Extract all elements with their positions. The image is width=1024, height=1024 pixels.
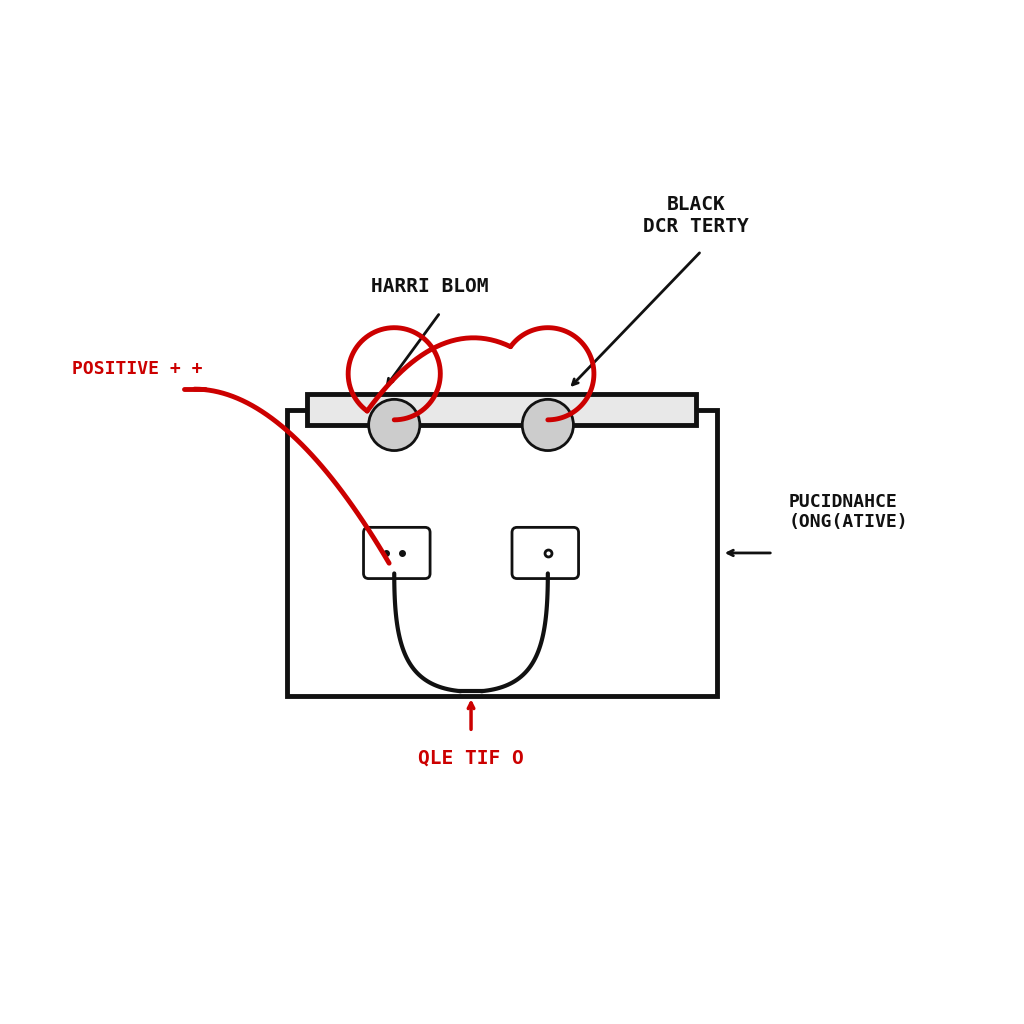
Bar — [307, 394, 696, 425]
FancyBboxPatch shape — [364, 527, 430, 579]
FancyBboxPatch shape — [512, 527, 579, 579]
Text: HARRI BLOM: HARRI BLOM — [372, 278, 488, 296]
Bar — [287, 410, 717, 696]
Text: BLACK
DCR TERTY: BLACK DCR TERTY — [643, 195, 750, 236]
Circle shape — [522, 399, 573, 451]
Text: PUCIDNAHCE
(ONG(ATIVE): PUCIDNAHCE (ONG(ATIVE) — [788, 493, 908, 531]
Circle shape — [369, 399, 420, 451]
Text: POSITIVE + +: POSITIVE + + — [72, 359, 202, 378]
Text: QLE TIF O: QLE TIF O — [418, 749, 524, 767]
